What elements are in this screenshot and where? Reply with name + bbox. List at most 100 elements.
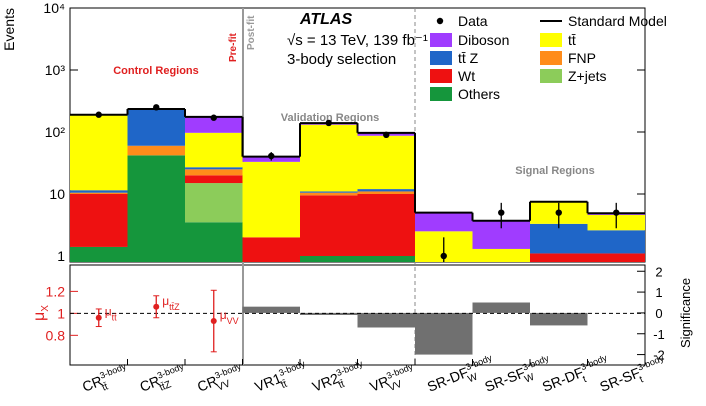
x-tick-label-sub: W (523, 372, 536, 386)
x-tick-label-sup: 3-body (277, 358, 307, 378)
signal-regions: Signal Regions (515, 165, 594, 177)
mu-axis-label-sub: X (40, 305, 51, 312)
mu-axis-label: μX (31, 305, 51, 321)
bar-segment (242, 237, 300, 262)
y2-tick-label: -2 (653, 348, 665, 363)
bar-segment (357, 255, 415, 262)
x-tick-label-main: CR (80, 372, 105, 394)
data-point (498, 209, 505, 216)
bar-segment (300, 195, 358, 256)
bar-segment (70, 115, 128, 191)
bar-segment (587, 253, 645, 262)
bar-segment (242, 161, 300, 238)
x-tick-label: CR3-bodytt̄ (80, 361, 133, 400)
bar-segment (357, 135, 415, 190)
x-tick-label-main: CR (195, 372, 220, 394)
x-tick-label-sup: 3-body (156, 361, 186, 381)
y2-tick-label: 2 (655, 264, 662, 279)
x-tick-label-sub: tt̄Z (158, 378, 173, 394)
x-tick-label-sub: t (581, 374, 588, 385)
bar-segment (185, 183, 243, 223)
bar-segment (70, 193, 128, 247)
y-axis-label: Events (1, 8, 17, 51)
x-tick-label-sup: 3-body (636, 353, 666, 373)
x-tick-label-sub: tt̄ (100, 380, 110, 394)
mu-label-main: μ (162, 294, 169, 308)
x-tick-label-main: SR-SF (597, 364, 642, 395)
data-point (440, 252, 447, 260)
bar-segment (357, 191, 415, 194)
bar-segment (127, 155, 185, 262)
selection: 3-body selection (287, 51, 396, 68)
mu-label-sub: tt̄ (112, 313, 118, 323)
legend-label: Z+jets (568, 68, 607, 84)
mu-point (95, 314, 102, 321)
legend-label: tt̄ Z (458, 50, 479, 66)
x-tick-label-sup: 3-body (521, 353, 551, 373)
bar-segment (587, 230, 645, 254)
y-tick-label: 10 (49, 186, 65, 202)
data-point (153, 104, 160, 111)
y2-tick-label: 1 (655, 285, 662, 300)
x-tick-label-sub: VV (215, 378, 232, 393)
legend-swatch (540, 69, 562, 83)
x-tick-label-sup: 3-body (464, 352, 494, 372)
mu-label-main: μ (105, 305, 112, 319)
data-point (210, 114, 217, 121)
x-tick-label-sup: 3-body (579, 352, 609, 372)
x-tick-label: CR3-bodytt̄Z (137, 361, 190, 400)
y2-axis-label: Significance (678, 278, 693, 348)
legend-swatch (540, 33, 562, 47)
energy: √s = 13 TeV, 139 fb⁻¹ (287, 32, 428, 49)
mu-label-sub: tt̄Z (169, 302, 180, 312)
data-point (613, 209, 620, 216)
bar-segment (300, 124, 358, 192)
mu-tick-label: 1 (57, 305, 65, 321)
significance-bar (472, 302, 530, 313)
control-regions: Control Regions (113, 65, 199, 77)
legend-swatch (540, 51, 562, 65)
legend-label: Standard Model (568, 13, 667, 29)
y2-tick-label: -1 (653, 327, 665, 342)
legend-swatch (430, 33, 452, 47)
bar-segment (530, 253, 588, 262)
legend-swatch (430, 51, 452, 65)
x-tick-label-sup: 3-body (385, 361, 415, 381)
y-tick-label: 1 (57, 248, 65, 264)
significance-bar (242, 306, 300, 313)
legend-label: Wt (458, 68, 475, 84)
x-tick-label-main: SR-DF (540, 364, 586, 395)
legend-marker (436, 17, 444, 25)
mu-point (210, 318, 217, 325)
mu-label: μtt̄Z (162, 294, 180, 312)
y-tick-label: 10³ (45, 62, 66, 78)
data-point (268, 152, 275, 160)
x-tick-label-main: SR-SF (482, 364, 527, 395)
bar-segment (185, 132, 243, 168)
legend-label: Diboson (458, 32, 509, 48)
bar-segment (185, 116, 243, 133)
x-tick-label-main: VR (367, 373, 391, 395)
bar-segment (357, 193, 415, 256)
significance-bar (530, 312, 588, 326)
bar-segment (185, 222, 243, 262)
experiment: ATLAS (299, 11, 352, 28)
bar-segment (472, 248, 530, 262)
bar-segment (357, 189, 415, 192)
bar-segment (300, 255, 358, 262)
mu-label-sub: VV (227, 316, 239, 326)
data-point (383, 131, 390, 139)
mu-axis-label-main: μ (31, 312, 48, 321)
mu-tick-label: 0.8 (46, 327, 66, 343)
bar-segment (127, 145, 185, 156)
y-tick-label: 10⁴ (43, 0, 65, 16)
validation-regions: Validation Regions (281, 112, 379, 124)
post-fit: Post-fit (246, 15, 257, 50)
bar-segment (70, 190, 128, 193)
bar-segment (185, 167, 243, 170)
bar-segment (185, 169, 243, 176)
bar-segment (415, 212, 473, 232)
legend-label: Data (458, 13, 488, 29)
